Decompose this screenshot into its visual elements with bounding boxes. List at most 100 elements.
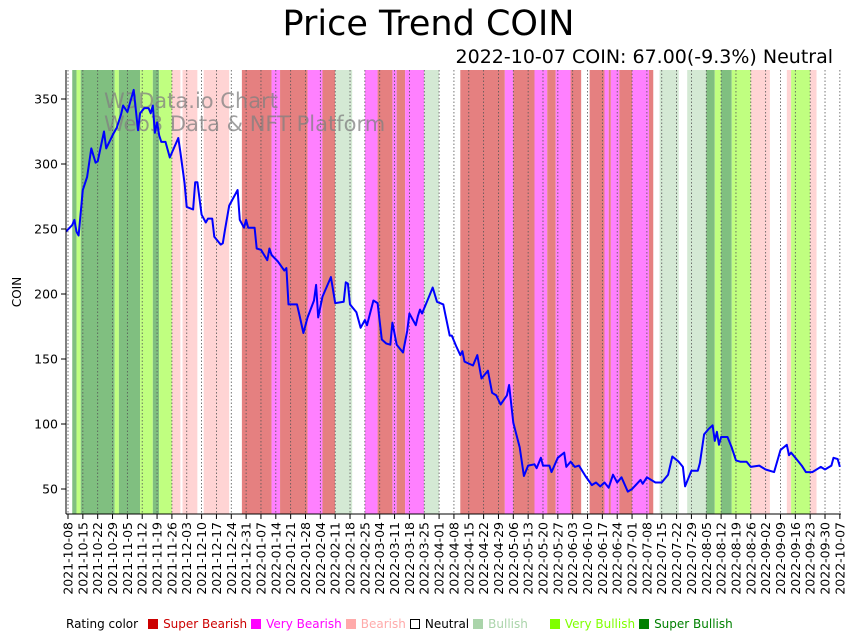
legend-swatch bbox=[473, 619, 484, 629]
legend-item-neutral: Neutral bbox=[409, 617, 470, 631]
x-tick-label: 2022-08-05 bbox=[699, 522, 714, 595]
rating-band-super-bullish bbox=[706, 70, 715, 514]
legend-label: Super Bearish bbox=[163, 617, 248, 631]
x-tick-label: 2022-08-26 bbox=[743, 522, 758, 595]
x-tick-label: 2022-06-24 bbox=[610, 522, 625, 595]
x-tick-label: 2022-09-09 bbox=[773, 522, 788, 595]
rating-band-bearish bbox=[182, 70, 198, 514]
rating-band-very-bearish bbox=[364, 70, 378, 514]
chart-subtitle: 2022-10-07 COIN: 67.00(-9.3%) Neutral bbox=[455, 46, 833, 68]
rating-band-very-bearish bbox=[610, 70, 620, 514]
legend-label: Bullish bbox=[488, 617, 528, 631]
x-tick-label: 2022-04-15 bbox=[461, 522, 476, 595]
y-tick-label: 100 bbox=[34, 417, 58, 432]
rating-band-super-bearish bbox=[589, 70, 605, 514]
rating-band-very-bearish bbox=[405, 70, 425, 514]
y-tick-label: 50 bbox=[42, 482, 58, 497]
x-tick-label: 2022-06-03 bbox=[565, 522, 580, 595]
legend-swatch bbox=[639, 619, 650, 629]
rating-band-super-bearish bbox=[460, 70, 505, 514]
rating-band-super-bearish bbox=[547, 70, 556, 514]
legend-swatch bbox=[345, 619, 356, 629]
x-tick-label: 2022-03-04 bbox=[372, 522, 387, 595]
legend-item-super-bearish: Super Bearish bbox=[148, 617, 247, 631]
rating-band-bullish bbox=[659, 70, 679, 514]
rating-band-super-bearish bbox=[280, 70, 308, 514]
legend-item-bearish: Bearish bbox=[345, 617, 406, 631]
rating-band-very-bullish bbox=[731, 70, 751, 514]
legend-label: Very Bearish bbox=[266, 617, 342, 631]
legend-item-super-bullish: Super Bullish bbox=[639, 617, 733, 631]
x-tick-label: 2022-09-23 bbox=[803, 522, 818, 595]
x-tick-label: 2021-10-29 bbox=[105, 522, 120, 595]
rating-band-very-bearish bbox=[504, 70, 514, 514]
legend-label: Very Bullish bbox=[564, 617, 636, 631]
rating-band-super-bullish bbox=[118, 70, 141, 514]
x-tick-label: 2022-05-06 bbox=[506, 522, 521, 595]
x-tick-label: 2022-01-07 bbox=[253, 522, 268, 595]
legend-title: Rating color bbox=[66, 617, 139, 631]
rating-band-super-bearish bbox=[377, 70, 393, 514]
x-tick-label: 2021-12-17 bbox=[209, 522, 224, 595]
rating-band-super-bearish bbox=[570, 70, 582, 514]
x-tick-label: 2022-06-10 bbox=[580, 522, 595, 595]
x-tick-label: 2022-03-25 bbox=[417, 522, 432, 595]
rating-legend: Rating color Super Bearish Very Bearish Be… bbox=[66, 617, 737, 631]
y-ticks: 50 100 150 200 250 300 350 bbox=[34, 92, 66, 497]
rating-band-very-bullish bbox=[140, 70, 153, 514]
x-tick-label: 2021-10-15 bbox=[75, 522, 90, 595]
x-grid bbox=[67, 70, 841, 514]
x-tick-label: 2022-07-29 bbox=[684, 522, 699, 595]
legend-swatch bbox=[409, 619, 420, 629]
x-tick-label: 2022-05-13 bbox=[521, 522, 536, 595]
x-tick-label: 2021-10-08 bbox=[61, 522, 76, 595]
x-tick-label: 2022-01-28 bbox=[298, 522, 313, 595]
watermark: W3Data.io Chart Web3 Data & NFT Platform bbox=[104, 89, 385, 136]
x-tick-label: 2022-08-12 bbox=[714, 522, 729, 595]
y-tick-label: 250 bbox=[34, 222, 58, 237]
x-tick-label: 2022-04-08 bbox=[446, 522, 461, 595]
rating-band-bearish bbox=[750, 70, 770, 514]
price-line-coin bbox=[65, 88, 841, 493]
x-tick-label: 2022-03-18 bbox=[402, 522, 417, 595]
rating-band-super-bullish bbox=[152, 70, 160, 514]
legend-item-bullish: Bullish bbox=[473, 617, 546, 631]
watermark-line-2: Web3 Data & NFT Platform bbox=[104, 112, 385, 136]
x-tick-label: 2022-07-01 bbox=[625, 522, 640, 595]
x-ticks: 2021-10-08 2021-10-15 2021-10-22 2021-10-29… bbox=[61, 514, 847, 595]
x-tick-label: 2022-01-14 bbox=[268, 522, 283, 595]
legend-item-very-bullish: Very Bullish bbox=[549, 617, 636, 631]
rating-band-very-bullish bbox=[791, 70, 811, 514]
rating-bands bbox=[72, 70, 817, 514]
x-tick-label: 2022-03-11 bbox=[387, 522, 402, 595]
rating-band-bullish bbox=[335, 70, 353, 514]
rating-band-very-bearish bbox=[632, 70, 650, 514]
x-tick-label: 2022-02-04 bbox=[313, 522, 328, 595]
x-tick-label: 2022-07-15 bbox=[654, 522, 669, 595]
y-tick-label: 150 bbox=[34, 352, 58, 367]
x-tick-label: 2022-06-17 bbox=[595, 522, 610, 595]
rating-band-very-bullish bbox=[714, 70, 722, 514]
x-tick-label: 2022-07-08 bbox=[639, 522, 654, 595]
rating-band-super-bearish bbox=[608, 70, 611, 514]
rating-band-super-bullish bbox=[721, 70, 732, 514]
rating-band-super-bearish bbox=[649, 70, 654, 514]
legend-swatch bbox=[549, 619, 560, 629]
x-tick-label: 2022-09-30 bbox=[818, 522, 833, 595]
x-tick-label: 2022-05-20 bbox=[535, 522, 550, 595]
x-tick-label: 2021-12-31 bbox=[239, 522, 254, 595]
rating-band-very-bullish bbox=[76, 70, 81, 514]
rating-band-bearish bbox=[810, 70, 817, 514]
legend-label: Neutral bbox=[424, 617, 470, 631]
x-tick-label: 2021-12-03 bbox=[179, 522, 194, 595]
rating-band-bearish bbox=[171, 70, 181, 514]
rating-band-very-bearish bbox=[555, 70, 571, 514]
rating-band-super-bearish bbox=[619, 70, 633, 514]
y-tick-label: 200 bbox=[34, 287, 58, 302]
rating-band-very-bearish bbox=[604, 70, 609, 514]
x-tick-label: 2022-10-07 bbox=[832, 522, 847, 595]
rating-band-super-bearish bbox=[241, 70, 272, 514]
x-tick-label: 2022-01-21 bbox=[283, 522, 298, 595]
y-axis-label: COIN bbox=[10, 277, 24, 307]
